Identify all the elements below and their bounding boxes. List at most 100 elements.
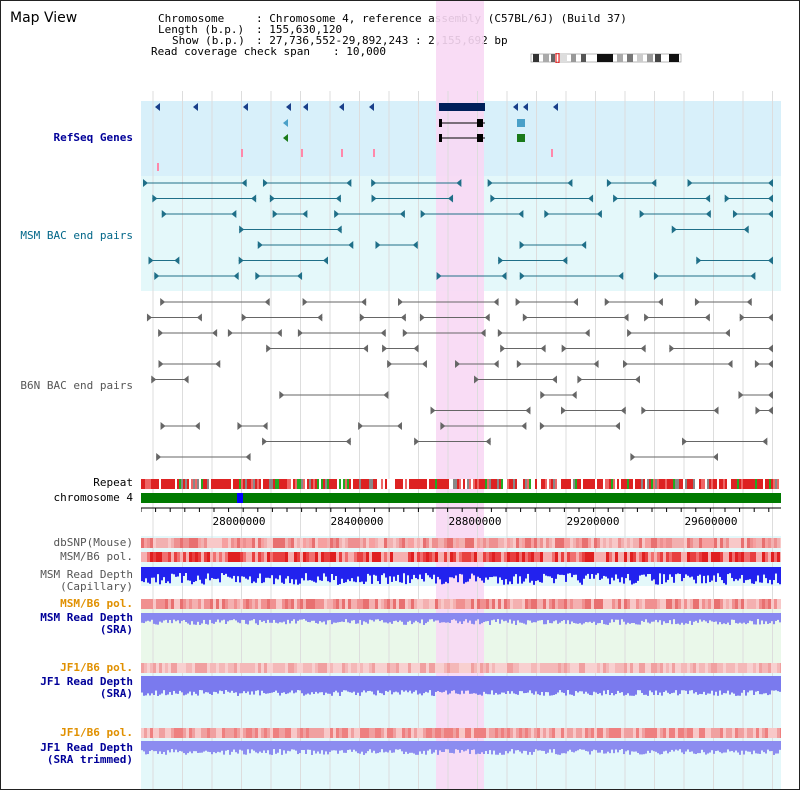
- jf1-sra-depth-bar: [297, 676, 299, 691]
- jf1-pol2-cell: [150, 728, 153, 738]
- msm-sra-depth-bar: [213, 613, 215, 624]
- dbsnp-cell: [426, 538, 429, 548]
- msm-pol2-cell: [381, 599, 384, 609]
- repeat-segment: [567, 479, 569, 489]
- bac-end-arrow: [493, 298, 499, 306]
- dbsnp-cell: [372, 538, 375, 548]
- msm-depth-bar: [185, 567, 187, 574]
- jf1-trim-depth-bar: [239, 741, 241, 750]
- bac-end-arrow: [336, 225, 342, 234]
- msm-sra-depth-bar: [479, 613, 481, 625]
- jf1-sra-depth-bar: [225, 676, 227, 691]
- track-label-msm-bac[interactable]: MSM BAC end pairs: [20, 229, 133, 242]
- jf1-sra-depth-bar: [195, 676, 197, 694]
- gene-arrow: [339, 103, 344, 111]
- dbsnp-cell: [414, 538, 417, 548]
- msm-sra-depth-bar: [307, 613, 309, 623]
- repeat-segment: [575, 479, 577, 489]
- repeat-segment: [551, 479, 553, 489]
- repeat-segment: [623, 479, 625, 489]
- jf1-sra-depth-bar: [445, 676, 447, 691]
- msm-depth-bar: [271, 567, 273, 576]
- jf1-pol-cell: [699, 663, 702, 673]
- msm-sra-depth-bar: [547, 613, 549, 621]
- jf1-trim-depth-bar: [481, 741, 483, 753]
- jf1-pol-cell: [747, 663, 750, 673]
- dbsnp-cell: [528, 538, 531, 548]
- jf1-trim-depth-bar: [209, 741, 211, 753]
- dbsnp-cell: [327, 538, 330, 548]
- jf1-pol2-cell: [564, 728, 567, 738]
- repeat-segment: [265, 479, 267, 489]
- repeat-segment: [611, 479, 613, 489]
- msm-sra-depth-bar: [647, 613, 649, 623]
- track-label-b6n-bac[interactable]: B6N BAC end pairs: [20, 379, 133, 392]
- dbsnp-cell: [303, 538, 306, 548]
- msm-depth-bar: [511, 567, 513, 585]
- jf1-sra-depth-bar: [615, 676, 617, 695]
- gene-arrow: [283, 119, 288, 127]
- genome-track-panel[interactable]: 28000000 28400000 28800000 29200000 29600000: [141, 1, 781, 790]
- jf1-pol-cell: [522, 663, 525, 673]
- repeat-segment: [729, 479, 731, 489]
- jf1-trim-depth-bar: [411, 741, 413, 753]
- jf1-sra-depth-bar: [591, 676, 593, 696]
- msm-pol2-cell: [729, 599, 732, 609]
- bac-end-arrow: [412, 241, 418, 249]
- repeat-segment: [461, 479, 463, 489]
- track-label-refseq[interactable]: RefSeq Genes: [53, 131, 133, 144]
- dbsnp-cell: [711, 538, 714, 548]
- msm-pol-cell: [528, 552, 531, 562]
- msm-depth-bar: [685, 567, 687, 575]
- repeat-segment: [517, 479, 519, 489]
- msm-pol2-cell: [735, 599, 738, 609]
- msm-depth-bar: [247, 567, 249, 580]
- msm-pol2-cell: [267, 599, 270, 609]
- jf1-pol-cell: [519, 663, 522, 673]
- msm-depth-bar: [747, 567, 749, 580]
- jf1-sra-depth-bar: [749, 676, 751, 691]
- jf1-pol-cell: [732, 663, 735, 673]
- jf1-sra-depth-bar: [389, 676, 391, 691]
- repeat-segment: [223, 479, 225, 489]
- jf1-pol2-cell: [210, 728, 213, 738]
- msm-sra-depth-bar: [653, 613, 655, 622]
- dbsnp-cell: [777, 538, 780, 548]
- jf1-sra-depth-bar: [613, 676, 615, 696]
- msm-depth-bar: [199, 567, 201, 580]
- msm-sra-depth-bar: [597, 613, 599, 624]
- repeat-segment: [367, 479, 369, 489]
- bac-end-arrow: [618, 272, 624, 280]
- msm-depth-bar: [303, 567, 305, 581]
- jf1-pol2-cell: [354, 728, 357, 738]
- jf1-trim-depth-bar: [555, 741, 557, 755]
- bac-end-arrow: [383, 391, 389, 399]
- msm-depth-bar: [417, 567, 419, 580]
- msm-depth-bar: [151, 567, 153, 578]
- chromosome-ideogram[interactable]: [529, 53, 685, 63]
- jf1-pol-cell: [609, 663, 612, 673]
- msm-pol-cell: [744, 552, 747, 562]
- msm-sra-depth-bar: [319, 613, 321, 622]
- jf1-sra-depth-bar: [283, 676, 285, 693]
- msm-pol-cell: [342, 552, 345, 562]
- jf1-pol-cell: [150, 663, 153, 673]
- jf1-sra-depth-bar: [507, 676, 509, 692]
- jf1-trim-depth-bar: [267, 741, 269, 751]
- dbsnp-cell: [735, 538, 738, 548]
- jf1-sra-depth-bar: [657, 676, 659, 696]
- msm-pol2-cell: [549, 599, 552, 609]
- msm-depth-bar: [223, 567, 225, 576]
- jf1-sra-depth-bar: [563, 676, 565, 693]
- dbsnp-cell: [396, 538, 399, 548]
- msm-pol2-cell: [684, 599, 687, 609]
- msm-depth-bar: [697, 567, 699, 576]
- repeat-segment: [535, 479, 537, 489]
- dbsnp-cell: [555, 538, 558, 548]
- jf1-trim-depth-bar: [619, 741, 621, 750]
- jf1-pol2-cell: [753, 728, 756, 738]
- bac-end-arrow: [657, 298, 663, 306]
- jf1-pol2-cell: [771, 728, 774, 738]
- dbsnp-cell: [309, 538, 312, 548]
- jf1-sra-depth-bar: [167, 676, 169, 695]
